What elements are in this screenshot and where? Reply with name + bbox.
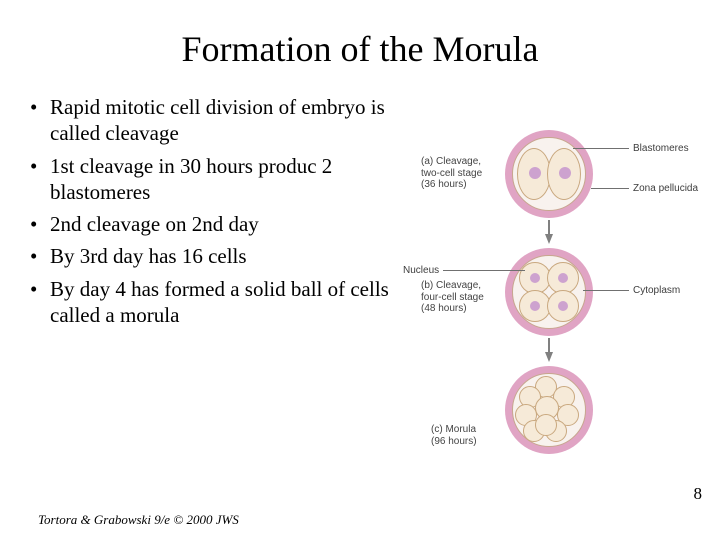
caption-b-line3: (48 hours) <box>421 303 467 314</box>
diagram: (a) Cleavage, two-cell stage (36 hours) … <box>395 130 715 490</box>
stage-a <box>505 130 593 218</box>
caption-a-line2: two-cell stage <box>421 168 482 179</box>
caption-b-line1: (b) Cleavage, <box>421 280 481 291</box>
label-cytoplasm: Cytoplasm <box>633 285 680 297</box>
list-item: 1st cleavage in 30 hours produc 2 blasto… <box>28 153 408 206</box>
stage-c <box>505 366 593 454</box>
leader-nucleus <box>443 270 525 271</box>
list-item: By day 4 has formed a solid ball of cell… <box>28 276 408 329</box>
label-blastomeres: Blastomeres <box>633 143 689 155</box>
caption-b-line2: four-cell stage <box>421 292 484 303</box>
stage-b <box>505 248 593 336</box>
caption-b: (b) Cleavage, four-cell stage (48 hours) <box>421 280 484 315</box>
page-title: Formation of the Morula <box>0 0 720 94</box>
page-number: 8 <box>694 484 703 504</box>
list-item: 2nd cleavage on 2nd day <box>28 211 408 237</box>
bullet-list: Rapid mitotic cell division of embryo is… <box>28 94 408 334</box>
caption-a-line1: (a) Cleavage, <box>421 156 481 167</box>
caption-a: (a) Cleavage, two-cell stage (36 hours) <box>421 156 482 191</box>
label-nucleus: Nucleus <box>403 265 439 277</box>
arrow-bc-head <box>545 352 553 362</box>
list-item: By 3rd day has 16 cells <box>28 243 408 269</box>
caption-c-line2: (96 hours) <box>431 436 477 447</box>
caption-c: (c) Morula (96 hours) <box>431 424 477 447</box>
arrow-ab-head <box>545 234 553 244</box>
leader-zona <box>591 188 629 189</box>
leader-blastomeres <box>573 148 629 149</box>
label-zona: Zona pellucida <box>633 183 698 195</box>
caption-a-line3: (36 hours) <box>421 179 467 190</box>
footer-citation: Tortora & Grabowski 9/e © 2000 JWS <box>38 512 239 528</box>
caption-c-line1: (c) Morula <box>431 424 476 435</box>
leader-cytoplasm <box>583 290 629 291</box>
list-item: Rapid mitotic cell division of embryo is… <box>28 94 408 147</box>
